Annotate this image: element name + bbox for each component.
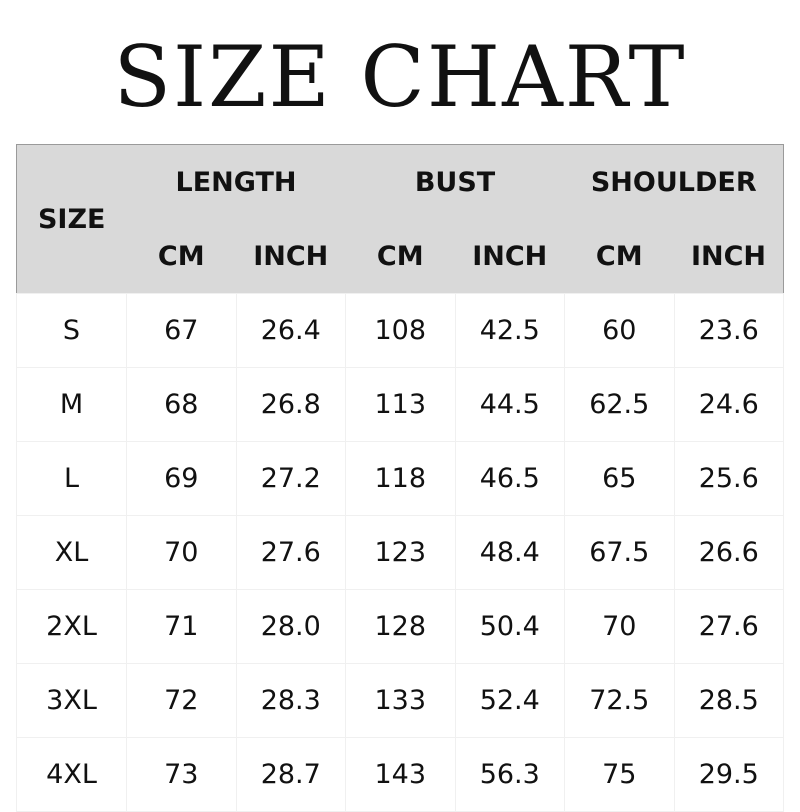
value-cell: 26.6 (673, 515, 784, 590)
value-cell: 26.4 (235, 293, 346, 368)
header-length: LENGTH (126, 144, 346, 219)
table-row: S 67 26.4 108 42.5 60 23.6 (16, 293, 784, 368)
value-cell: 71 (126, 589, 237, 664)
header-bust: BUST (345, 144, 565, 219)
value-cell: 133 (345, 663, 456, 738)
value-cell: 26.8 (235, 367, 346, 442)
value-cell: 70 (126, 515, 237, 590)
table-row: 4XL 73 28.7 143 56.3 75 29.5 (16, 737, 784, 812)
value-cell: 128 (345, 589, 456, 664)
size-cell: 3XL (16, 663, 127, 738)
size-cell: XL (16, 515, 127, 590)
value-cell: 65 (564, 441, 675, 516)
value-cell: 48.4 (454, 515, 565, 590)
value-cell: 70 (564, 589, 675, 664)
value-cell: 72 (126, 663, 237, 738)
value-cell: 24.6 (673, 367, 784, 442)
value-cell: 44.5 (454, 367, 565, 442)
header-unit: CM (126, 219, 236, 294)
value-cell: 62.5 (564, 367, 675, 442)
value-cell: 27.6 (673, 589, 784, 664)
value-cell: 42.5 (454, 293, 565, 368)
value-cell: 28.0 (235, 589, 346, 664)
value-cell: 69 (126, 441, 237, 516)
table-row: XL 70 27.6 123 48.4 67.5 26.6 (16, 515, 784, 590)
header-unit: CM (345, 219, 455, 294)
size-cell: M (16, 367, 127, 442)
value-cell: 27.2 (235, 441, 346, 516)
size-cell: L (16, 441, 127, 516)
header-shoulder: SHOULDER (564, 144, 784, 219)
value-cell: 113 (345, 367, 456, 442)
value-cell: 23.6 (673, 293, 784, 368)
value-cell: 118 (345, 441, 456, 516)
header-size: SIZE (16, 144, 127, 294)
value-cell: 52.4 (454, 663, 565, 738)
header-unit: INCH (236, 219, 346, 294)
value-cell: 67 (126, 293, 237, 368)
value-cell: 28.5 (673, 663, 784, 738)
value-cell: 28.7 (235, 737, 346, 812)
size-chart-table: SIZE LENGTH BUST SHOULDER CM INCH CM INC… (16, 144, 784, 812)
value-cell: 50.4 (454, 589, 565, 664)
table-row: L 69 27.2 118 46.5 65 25.6 (16, 441, 784, 516)
value-cell: 67.5 (564, 515, 675, 590)
size-cell: 4XL (16, 737, 127, 812)
value-cell: 143 (345, 737, 456, 812)
table-row: 3XL 72 28.3 133 52.4 72.5 28.5 (16, 663, 784, 738)
value-cell: 29.5 (673, 737, 784, 812)
value-cell: 75 (564, 737, 675, 812)
size-cell: S (16, 293, 127, 368)
value-cell: 46.5 (454, 441, 565, 516)
value-cell: 56.3 (454, 737, 565, 812)
value-cell: 73 (126, 737, 237, 812)
value-cell: 28.3 (235, 663, 346, 738)
value-cell: 68 (126, 367, 237, 442)
header-unit: INCH (455, 219, 565, 294)
value-cell: 72.5 (564, 663, 675, 738)
value-cell: 123 (345, 515, 456, 590)
header-unit: CM (564, 219, 674, 294)
table-row: 2XL 71 28.0 128 50.4 70 27.6 (16, 589, 784, 664)
value-cell: 25.6 (673, 441, 784, 516)
table-row: M 68 26.8 113 44.5 62.5 24.6 (16, 367, 784, 442)
size-cell: 2XL (16, 589, 127, 664)
value-cell: 60 (564, 293, 675, 368)
value-cell: 108 (345, 293, 456, 368)
header-unit: INCH (674, 219, 784, 294)
value-cell: 27.6 (235, 515, 346, 590)
page-title: SIZE CHART (113, 28, 687, 126)
